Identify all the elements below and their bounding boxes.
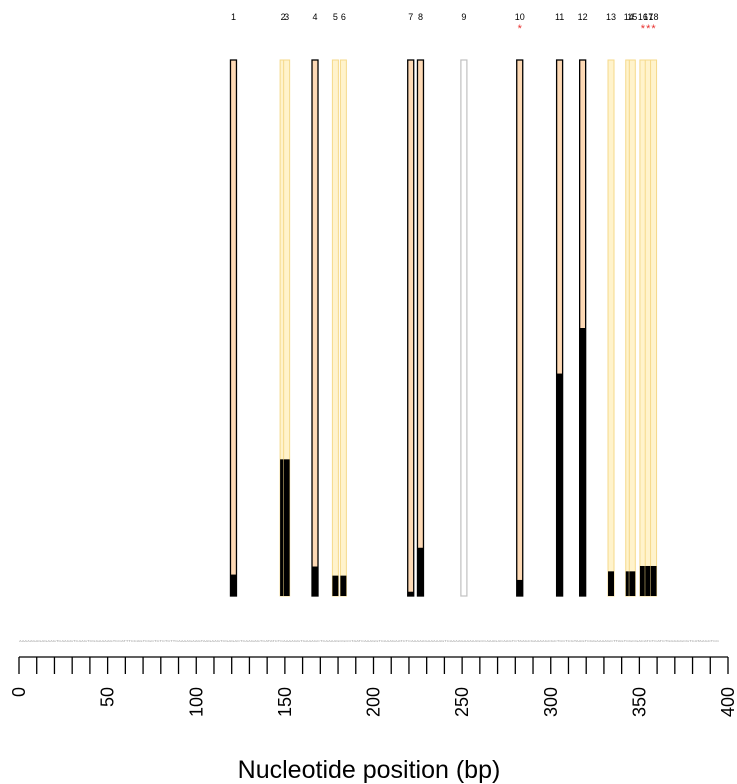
marker-value-12 bbox=[579, 328, 586, 596]
significance-17: * bbox=[646, 23, 651, 35]
marker-value-7 bbox=[407, 591, 414, 596]
marker-value-14 bbox=[625, 571, 632, 596]
marker-bar-13 bbox=[607, 59, 615, 597]
marker-value-6 bbox=[340, 575, 347, 596]
marker-value-15 bbox=[629, 571, 636, 596]
marker-label-8: 8 bbox=[418, 12, 423, 22]
marker-bar-10 bbox=[516, 59, 524, 597]
marker-label-15: 15 bbox=[627, 12, 637, 22]
marker-label-18: 18 bbox=[649, 12, 659, 22]
x-axis-title: Nucleotide position (bp) bbox=[238, 756, 501, 784]
marker-value-11 bbox=[556, 373, 563, 596]
x-tick-label: 150 bbox=[275, 687, 295, 717]
marker-value-18 bbox=[650, 565, 657, 596]
marker-label-7: 7 bbox=[408, 12, 413, 22]
marker-bar-15 bbox=[628, 59, 636, 597]
marker-label-17: 17 bbox=[643, 12, 653, 22]
marker-label-3: 3 bbox=[284, 12, 289, 22]
marker-bar-9 bbox=[460, 59, 468, 597]
marker-label-12: 12 bbox=[578, 12, 588, 22]
x-tick-label: 400 bbox=[718, 687, 737, 717]
marker-value-3 bbox=[283, 459, 290, 596]
marker-value-1 bbox=[230, 574, 237, 596]
marker-value-10 bbox=[516, 579, 523, 596]
marker-value-2 bbox=[280, 459, 287, 596]
marker-value-8 bbox=[417, 547, 424, 596]
marker-label-6: 6 bbox=[341, 12, 346, 22]
marker-bar-1 bbox=[229, 59, 238, 597]
marker-value-13 bbox=[608, 571, 615, 596]
x-axis: 0 50 100 150 200 250 300 350 400 bbox=[9, 656, 737, 717]
significance-10: * bbox=[518, 23, 523, 35]
marker-bar-5 bbox=[331, 59, 339, 597]
significance-labels: * * * * bbox=[518, 23, 657, 35]
marker-bar-4 bbox=[311, 59, 319, 597]
marker-label-5: 5 bbox=[333, 12, 338, 22]
marker-label-10: 10 bbox=[515, 12, 525, 22]
x-tick-label: 0 bbox=[9, 687, 29, 697]
marker-value-16 bbox=[639, 565, 646, 596]
marker-value-4 bbox=[312, 566, 319, 596]
significance-18: * bbox=[651, 23, 656, 35]
marker-label-13: 13 bbox=[606, 12, 616, 22]
marker-label-2: 2 bbox=[281, 12, 286, 22]
marker-bar-6 bbox=[339, 59, 347, 597]
sequence-strip: AAAAAGAGAGAAGTCAAGGTCAAGTCGGAAAAGTCCATTT… bbox=[19, 639, 720, 643]
x-tick-label: 50 bbox=[98, 687, 118, 707]
marker-bar-18 bbox=[650, 59, 658, 597]
marker-label-9: 9 bbox=[461, 12, 466, 22]
marker-bar-8 bbox=[416, 59, 425, 597]
x-tick-label: 200 bbox=[364, 687, 384, 717]
x-tick-label: 100 bbox=[186, 687, 206, 717]
significance-16: * bbox=[641, 23, 646, 35]
x-tick-label: 250 bbox=[452, 687, 472, 717]
marker-label-16: 16 bbox=[638, 12, 648, 22]
marker-bar-7 bbox=[407, 59, 415, 597]
marker-label-11: 11 bbox=[555, 12, 564, 22]
marker-value-17 bbox=[645, 565, 652, 596]
x-tick-label: 300 bbox=[541, 687, 561, 717]
marker-label-1: 1 bbox=[231, 12, 236, 22]
marker-value-5 bbox=[332, 575, 339, 596]
x-tick-label: 350 bbox=[629, 687, 649, 717]
marker-label-4: 4 bbox=[312, 12, 317, 22]
marker-bars bbox=[229, 59, 658, 597]
marker-label-14: 14 bbox=[624, 12, 634, 22]
